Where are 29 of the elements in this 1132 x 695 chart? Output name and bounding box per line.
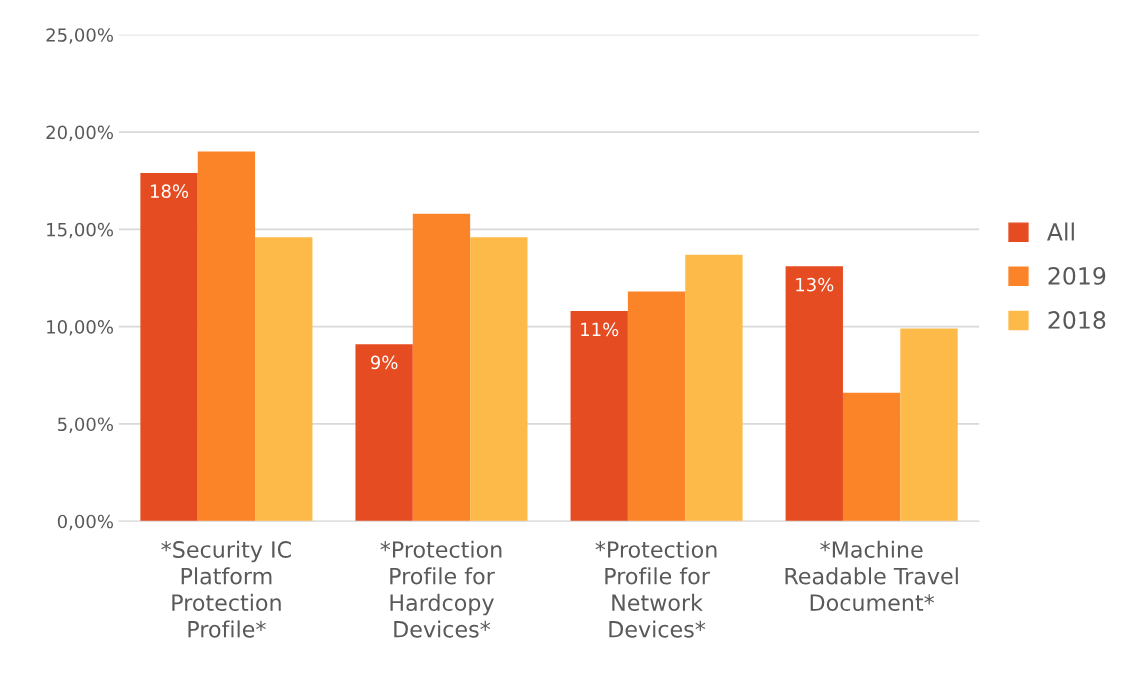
y-tick-label: 5,00% [58,417,113,433]
legend-label: All [1047,222,1074,241]
legend-label: 2018 [1048,311,1106,329]
data-label: 9% [370,355,398,370]
bar [355,344,413,522]
legend-label: 2019 [1048,266,1106,285]
bar [570,311,628,522]
y-tick-label: 15,00% [47,222,113,239]
bar [255,237,313,522]
y-tick-label: 20,00% [46,125,113,142]
y-tick-label: 25,00% [46,28,113,44]
bar [197,151,256,522]
bar [627,291,686,522]
category-label: *Protection Profile for Hardcopy Devices* [380,540,502,638]
data-label: 18% [150,184,189,198]
category-label: *Protection Profile for Network Devices* [595,540,717,638]
bar [140,172,198,522]
y-tick-label: 0,00% [57,514,113,531]
bar [842,392,901,522]
category-label: *Security IC Platform Protection Profile* [161,540,291,638]
y-tick-label: 10,00% [47,320,113,336]
bar [785,266,843,522]
bar [412,213,471,522]
bar [470,237,528,522]
bar [900,328,958,522]
data-label: 11% [581,322,619,337]
data-label: 13% [796,277,834,292]
bar [685,254,743,522]
category-label: *Machine Readable Travel Document* [785,540,958,612]
